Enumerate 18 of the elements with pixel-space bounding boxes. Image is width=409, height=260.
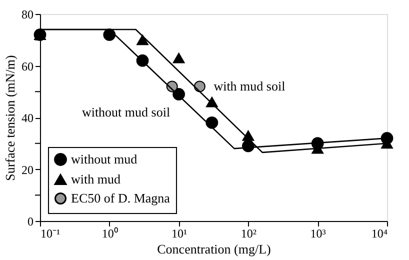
y-tick-label: 60 <box>22 59 34 74</box>
x-tick-label: 10⁰ <box>102 226 118 240</box>
x-tick-label: 10³ <box>310 226 326 240</box>
y-tick-label: 80 <box>22 8 34 22</box>
y-axis-title: Surface tension (mN/m) <box>2 55 18 181</box>
y-tick-label: 40 <box>22 111 34 125</box>
annotation: without mud soil <box>82 104 170 120</box>
y-tick-label: 0 <box>28 214 34 228</box>
x-tick-label: 10¹ <box>171 226 188 240</box>
x-tick-label: 10⁴ <box>371 226 388 240</box>
x-tick-label: 10² <box>240 226 257 240</box>
legend-label: EC50 of D. Magna <box>71 190 170 206</box>
x-tick-label: 10⁻¹ <box>40 226 60 240</box>
legend-label: without mud <box>71 152 138 166</box>
y-tick-label: 20 <box>22 162 34 177</box>
legend-label: with mud <box>71 172 121 186</box>
annotation: with mud soil <box>214 78 286 94</box>
x-axis-title: Concentration (mg/L) <box>157 242 271 256</box>
